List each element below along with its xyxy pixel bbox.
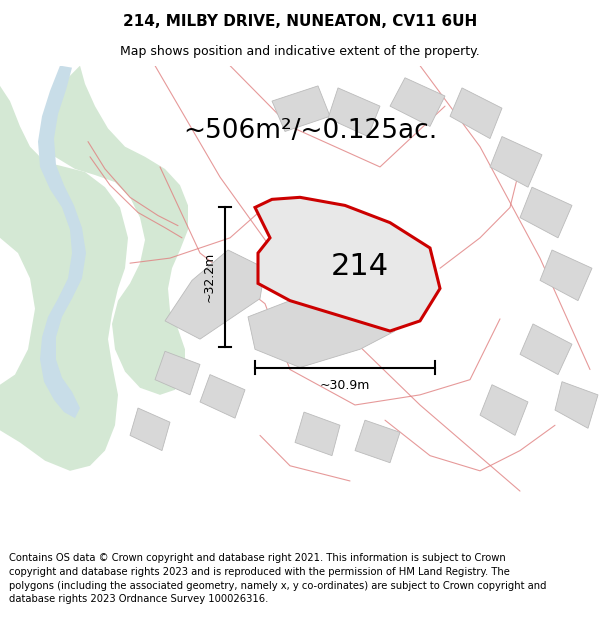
Text: 214, MILBY DRIVE, NUNEATON, CV11 6UH: 214, MILBY DRIVE, NUNEATON, CV11 6UH <box>123 14 477 29</box>
Text: Contains OS data © Crown copyright and database right 2021. This information is : Contains OS data © Crown copyright and d… <box>9 553 547 604</box>
Polygon shape <box>355 420 400 462</box>
Polygon shape <box>0 66 128 471</box>
Polygon shape <box>248 301 395 368</box>
Polygon shape <box>490 136 542 188</box>
Text: ~506m²/~0.125ac.: ~506m²/~0.125ac. <box>183 119 437 144</box>
Polygon shape <box>255 198 440 331</box>
Polygon shape <box>295 412 340 456</box>
Polygon shape <box>520 324 572 374</box>
Polygon shape <box>540 250 592 301</box>
Polygon shape <box>45 66 188 395</box>
Text: Map shows position and indicative extent of the property.: Map shows position and indicative extent… <box>120 44 480 58</box>
Polygon shape <box>155 351 200 395</box>
Text: ~30.9m: ~30.9m <box>320 379 370 392</box>
Polygon shape <box>165 250 265 339</box>
Polygon shape <box>480 385 528 436</box>
Text: ~32.2m: ~32.2m <box>203 253 215 302</box>
Polygon shape <box>520 188 572 238</box>
Polygon shape <box>328 88 380 136</box>
Polygon shape <box>130 408 170 451</box>
Polygon shape <box>38 66 86 418</box>
Polygon shape <box>390 78 445 126</box>
Text: 214: 214 <box>331 252 389 281</box>
Polygon shape <box>555 382 598 428</box>
Polygon shape <box>272 86 330 131</box>
Polygon shape <box>450 88 502 139</box>
Polygon shape <box>200 374 245 418</box>
